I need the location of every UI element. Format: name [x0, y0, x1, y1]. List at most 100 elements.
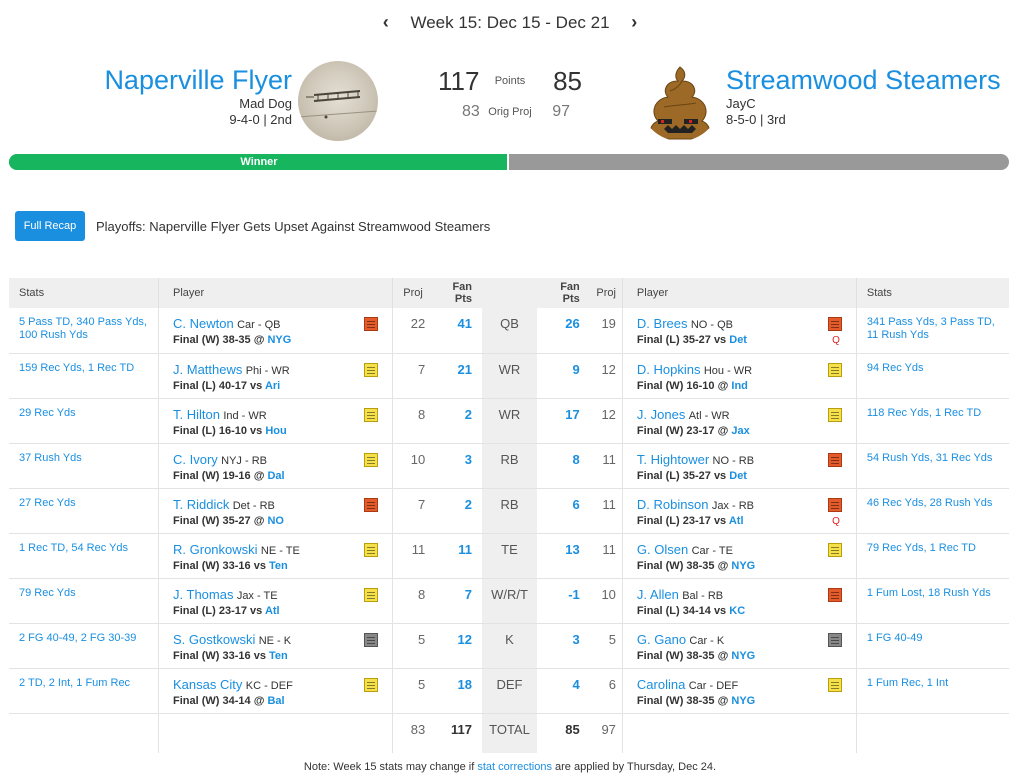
right-player-fan-pts[interactable]: 8	[536, 443, 586, 489]
player-name-link[interactable]: J. Allen	[636, 586, 679, 602]
player-name-link[interactable]: R. Gronkowski	[173, 541, 258, 557]
player-name-link[interactable]: D. Robinson	[636, 496, 709, 512]
player-note-icon[interactable]	[363, 407, 378, 422]
player-name-link[interactable]: D. Hopkins	[636, 361, 701, 377]
opponent-link[interactable]: NYG	[731, 649, 756, 662]
right-player-stats[interactable]: 79 Rec Yds, 1 Rec TD	[855, 533, 1009, 579]
right-player-fan-pts[interactable]: 9	[536, 353, 586, 399]
player-note-icon[interactable]	[827, 362, 842, 377]
player-name-link[interactable]: S. Gostkowski	[173, 631, 256, 647]
left-player-stats[interactable]: 159 Rec Yds, 1 Rec TD	[9, 353, 160, 399]
player-note-icon[interactable]	[827, 632, 842, 647]
opponent-link[interactable]: Bal	[267, 694, 285, 707]
opponent-link[interactable]: Ten	[269, 559, 288, 572]
right-player-stats[interactable]: 118 Rec Yds, 1 Rec TD	[855, 398, 1009, 444]
left-player-stats[interactable]: 2 TD, 2 Int, 1 Fum Rec	[9, 668, 160, 714]
player-note-icon[interactable]	[827, 452, 842, 467]
right-player-stats[interactable]: 1 Fum Rec, 1 Int	[855, 668, 1009, 714]
player-note-icon[interactable]	[827, 407, 842, 422]
player-note-icon[interactable]	[827, 317, 842, 331]
left-player-fan-pts[interactable]: 3	[433, 443, 483, 489]
player-note-icon[interactable]	[363, 632, 378, 647]
player-note-icon[interactable]	[363, 587, 378, 602]
player-name-link[interactable]: J. Jones	[636, 406, 686, 422]
home-team-owner[interactable]: Mad Dog	[239, 96, 292, 111]
opponent-link[interactable]: Ten	[269, 649, 288, 662]
left-player-fan-pts[interactable]: 21	[433, 353, 483, 399]
right-player-fan-pts[interactable]: -1	[536, 578, 586, 624]
right-player-fan-pts[interactable]: 4	[536, 668, 586, 714]
player-note-icon[interactable]	[827, 587, 842, 602]
player-name-link[interactable]: C. Ivory	[173, 451, 218, 467]
home-team-name[interactable]: Naperville Flyer	[104, 65, 292, 95]
player-name-link[interactable]: T. Hilton	[173, 406, 220, 422]
left-player-fan-pts[interactable]: 41	[433, 308, 483, 354]
player-name-link[interactable]: G. Gano	[636, 631, 687, 647]
player-note-icon[interactable]	[363, 452, 378, 467]
player-name-link[interactable]: Carolina	[636, 676, 686, 692]
opponent-link[interactable]: NYG	[731, 694, 756, 707]
opponent-link[interactable]: NYG	[731, 559, 756, 572]
opponent-link[interactable]: NO	[267, 514, 284, 527]
full-recap-button[interactable]: Full Recap	[15, 211, 85, 241]
player-note-icon[interactable]	[363, 497, 378, 512]
left-player-stats[interactable]: 29 Rec Yds	[9, 398, 160, 444]
player-name-link[interactable]: G. Olsen	[636, 541, 689, 557]
player-note-icon[interactable]	[827, 497, 842, 512]
opponent-link[interactable]: Ind	[731, 379, 748, 392]
away-team-owner[interactable]: JayC	[726, 96, 756, 111]
player-note-icon[interactable]	[363, 317, 378, 331]
right-player-fan-pts[interactable]: 26	[536, 308, 586, 354]
player-name-link[interactable]: D. Brees	[636, 316, 688, 331]
player-note-icon[interactable]	[363, 542, 378, 557]
right-player-stats[interactable]: 1 Fum Lost, 18 Rush Yds	[855, 578, 1009, 624]
opponent-link[interactable]: Atl	[728, 514, 744, 527]
left-player-stats[interactable]: 1 Rec TD, 54 Rec Yds	[9, 533, 160, 579]
left-player-stats[interactable]: 2 FG 40-49, 2 FG 30-39	[9, 623, 160, 669]
opponent-link[interactable]: Det	[729, 469, 747, 482]
opponent-link[interactable]: Det	[729, 334, 747, 346]
right-player-fan-pts[interactable]: 3	[536, 623, 586, 669]
player-note-icon[interactable]	[827, 677, 842, 692]
right-player-stats[interactable]: 341 Pass Yds, 3 Pass TD, 11 Rush Yds	[855, 308, 1009, 354]
left-player-stats[interactable]: 5 Pass TD, 340 Pass Yds, 100 Rush Yds	[9, 308, 160, 354]
away-team-name[interactable]: Streamwood Steamers	[726, 65, 1001, 95]
right-player-stats[interactable]: 46 Rec Yds, 28 Rush Yds	[855, 488, 1009, 534]
opponent-link[interactable]: NYG	[267, 334, 292, 346]
left-player-fan-pts[interactable]: 2	[433, 488, 483, 534]
opponent-link[interactable]: KC	[729, 604, 746, 617]
opponent-link[interactable]: Jax	[731, 424, 750, 437]
previous-week-icon[interactable]: ‹	[382, 12, 389, 33]
home-team-avatar[interactable]	[298, 61, 378, 141]
right-player-fan-pts[interactable]: 6	[536, 488, 586, 534]
right-player-stats[interactable]: 1 FG 40-49	[855, 623, 1009, 669]
opponent-link[interactable]: Dal	[267, 469, 285, 482]
right-player-fan-pts[interactable]: 13	[536, 533, 586, 579]
opponent-link[interactable]: Ari	[264, 379, 281, 392]
left-player-stats[interactable]: 27 Rec Yds	[9, 488, 160, 534]
player-name-link[interactable]: T. Hightower	[636, 451, 710, 467]
next-week-icon[interactable]: ›	[631, 12, 638, 33]
right-player-stats[interactable]: 54 Rush Yds, 31 Rec Yds	[855, 443, 1009, 489]
player-name-link[interactable]: J. Matthews	[173, 361, 243, 377]
player-name-link[interactable]: Kansas City	[173, 676, 243, 692]
player-note-icon[interactable]	[363, 677, 378, 692]
left-player-fan-pts[interactable]: 18	[433, 668, 483, 714]
left-player-stats[interactable]: 79 Rec Yds	[9, 578, 160, 624]
away-team-avatar[interactable]	[640, 61, 720, 141]
right-player-fan-pts[interactable]: 17	[536, 398, 586, 444]
right-player-stats[interactable]: 94 Rec Yds	[855, 353, 1009, 399]
left-player-stats[interactable]: 37 Rush Yds	[9, 443, 160, 489]
opponent-link[interactable]: Hou	[265, 424, 287, 437]
player-note-icon[interactable]	[363, 362, 378, 377]
player-name-link[interactable]: C. Newton	[173, 316, 234, 331]
opponent-link[interactable]: Atl	[264, 604, 280, 617]
stat-corrections-link[interactable]: stat corrections	[477, 761, 552, 773]
left-player-fan-pts[interactable]: 11	[433, 533, 483, 579]
left-player-fan-pts[interactable]: 2	[433, 398, 483, 444]
player-name-link[interactable]: J. Thomas	[173, 586, 234, 602]
player-note-icon[interactable]	[827, 542, 842, 557]
left-player-fan-pts[interactable]: 7	[433, 578, 483, 624]
player-name-link[interactable]: T. Riddick	[173, 496, 230, 512]
left-player-fan-pts[interactable]: 12	[433, 623, 483, 669]
